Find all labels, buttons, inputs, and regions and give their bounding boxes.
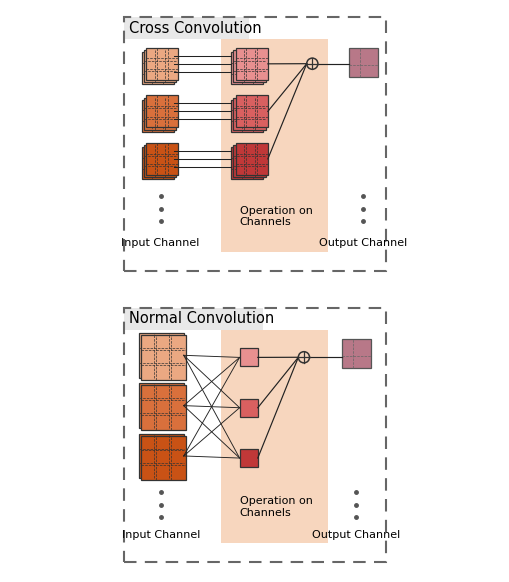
Bar	[239, 399, 257, 417]
Bar	[239, 449, 257, 467]
Text: Input Channel: Input Channel	[121, 238, 200, 248]
Bar	[123, 17, 249, 40]
Bar	[140, 385, 185, 430]
Bar	[144, 98, 176, 130]
Bar	[144, 145, 176, 177]
Text: Operation on
Channels: Operation on Channels	[239, 205, 312, 228]
Bar	[231, 100, 263, 132]
Bar	[235, 143, 267, 175]
Text: Operation on
Channels: Operation on Channels	[239, 496, 312, 518]
Bar	[142, 100, 174, 132]
Bar	[140, 435, 185, 480]
Bar	[348, 48, 377, 77]
Bar	[144, 50, 176, 82]
Bar	[123, 308, 263, 330]
Text: Input Channel: Input Channel	[122, 530, 200, 540]
Bar	[142, 147, 174, 179]
Text: Output Channel: Output Channel	[312, 530, 400, 540]
Bar	[231, 52, 263, 84]
Text: Normal Convolution: Normal Convolution	[129, 311, 274, 327]
Bar	[231, 147, 263, 179]
Bar	[235, 48, 267, 80]
Bar	[221, 330, 327, 542]
Bar	[138, 434, 183, 478]
Bar	[146, 95, 178, 127]
Bar	[233, 50, 265, 82]
Bar	[142, 52, 174, 84]
Bar	[138, 333, 183, 378]
Bar	[221, 40, 327, 252]
Bar	[140, 335, 185, 379]
Text: Output Channel: Output Channel	[319, 238, 407, 248]
Bar	[146, 48, 178, 80]
Bar	[239, 348, 257, 367]
Bar	[233, 98, 265, 130]
Bar	[146, 143, 178, 175]
Bar	[233, 145, 265, 177]
Bar	[138, 384, 183, 428]
Bar	[341, 339, 371, 368]
Bar	[235, 95, 267, 127]
Text: Cross Convolution: Cross Convolution	[129, 21, 261, 36]
